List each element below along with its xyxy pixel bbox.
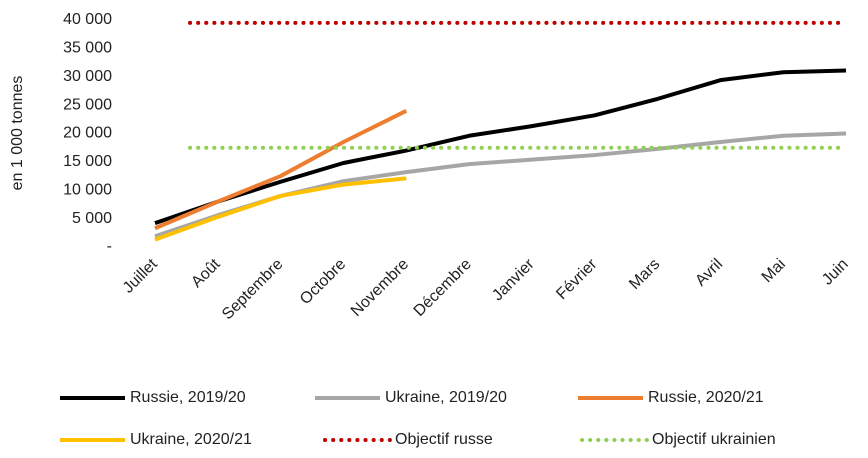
series-line	[154, 176, 407, 242]
x-tick-label: Avril	[692, 256, 726, 290]
x-tick-label: Février	[553, 255, 601, 303]
legend-label: Objectif ukrainien	[652, 431, 776, 448]
legend-label: Russie, 2020/21	[648, 389, 764, 406]
y-axis-label: en 1 000 tonnes	[9, 76, 26, 191]
x-tick-label: Juin	[819, 256, 852, 289]
x-tick-label: Septembre	[219, 256, 286, 323]
x-tick-label: Mars	[626, 256, 663, 293]
y-tick-label: 40 000	[63, 11, 112, 28]
y-tick-label: 15 000	[63, 153, 112, 170]
x-tick-label: Décembre	[411, 256, 475, 320]
x-tick-label: Mai	[759, 256, 789, 286]
series-line	[154, 109, 408, 231]
y-tick-label: 35 000	[63, 40, 112, 57]
y-tick-label: 30 000	[63, 68, 112, 85]
x-tick-label: Novembre	[348, 256, 412, 320]
legend-label: Russie, 2019/20	[130, 389, 246, 406]
y-tick-label: 10 000	[63, 181, 112, 198]
y-tick-label: 25 000	[63, 96, 112, 113]
x-tick-label: Août	[188, 255, 224, 291]
y-tick-label: -	[107, 238, 112, 255]
x-tick-label: Octobre	[297, 256, 349, 308]
x-tick-label: Janvier	[489, 255, 538, 304]
y-tick-label: 5 000	[72, 210, 112, 227]
legend-label: Objectif russe	[395, 431, 493, 448]
y-tick-label: 20 000	[63, 125, 112, 142]
legend-label: Ukraine, 2019/20	[385, 389, 507, 406]
legend-label: Ukraine, 2020/21	[130, 431, 252, 448]
series-line	[154, 68, 847, 226]
x-tick-label: Juillet	[120, 255, 161, 296]
